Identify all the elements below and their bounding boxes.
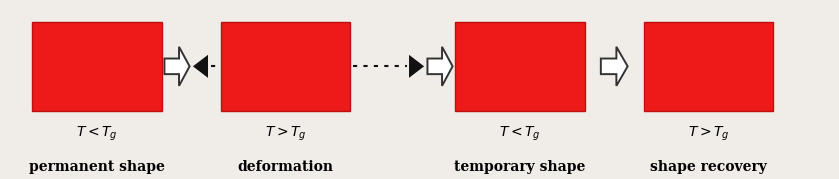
Text: temporary shape: temporary shape <box>455 160 586 174</box>
Bar <box>455 22 585 111</box>
Polygon shape <box>164 47 190 86</box>
Polygon shape <box>409 55 424 78</box>
Polygon shape <box>193 55 208 78</box>
Bar <box>32 22 162 111</box>
Text: $T>T_g$: $T>T_g$ <box>688 125 729 143</box>
Text: deformation: deformation <box>237 160 333 174</box>
Text: $T<T_g$: $T<T_g$ <box>499 125 541 143</box>
Text: permanent shape: permanent shape <box>29 160 165 174</box>
Text: $T>T_g$: $T>T_g$ <box>264 125 306 143</box>
Polygon shape <box>427 47 452 86</box>
Bar <box>221 22 351 111</box>
Polygon shape <box>601 47 628 86</box>
Text: $T<T_g$: $T<T_g$ <box>76 125 118 143</box>
Bar <box>644 22 774 111</box>
Text: shape recovery: shape recovery <box>650 160 767 174</box>
